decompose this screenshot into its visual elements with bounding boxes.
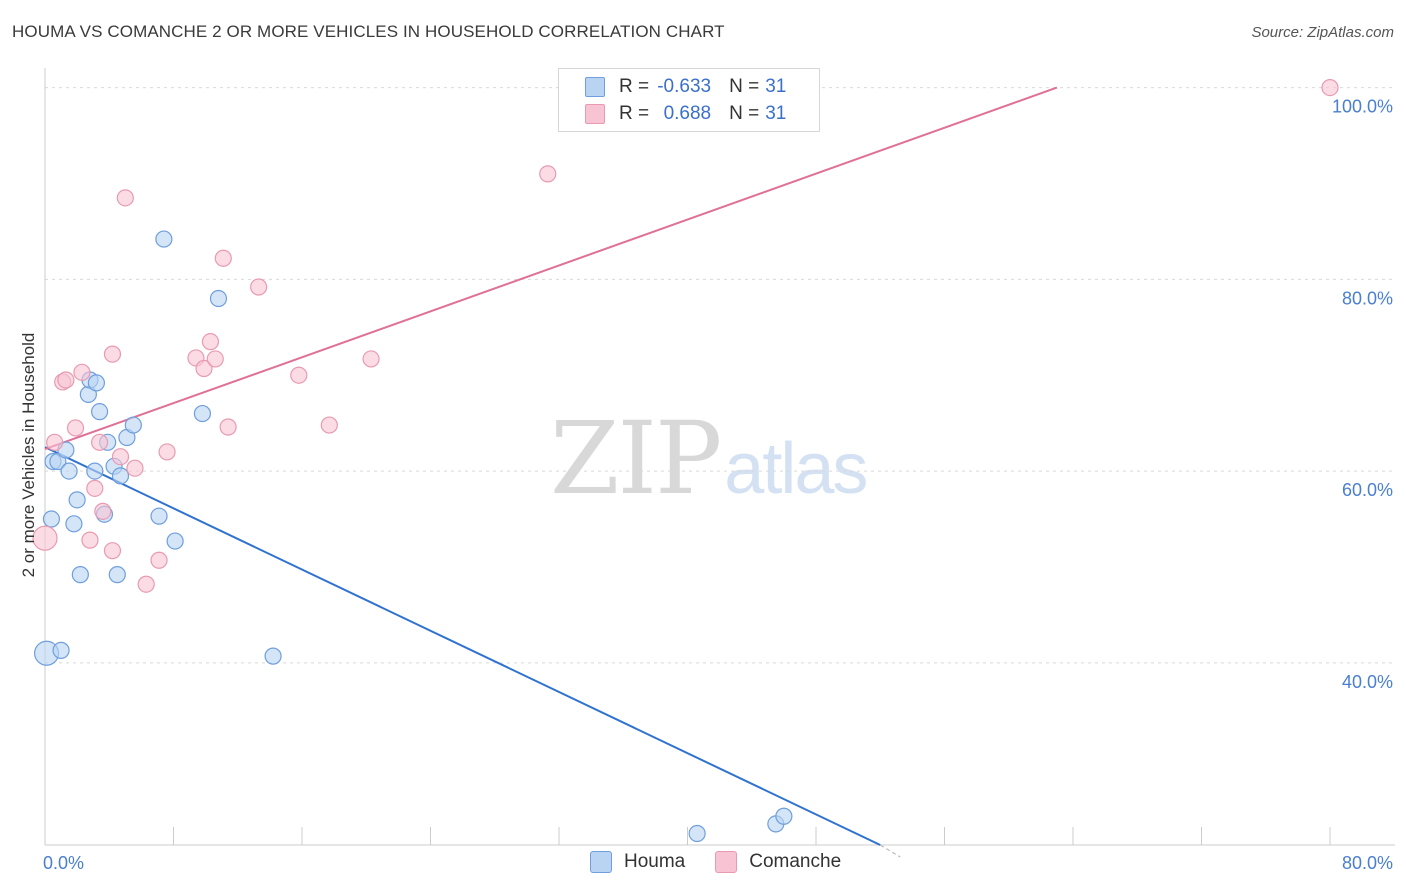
houma-r-label: R = (619, 76, 650, 97)
y-axis-label: 2 or more Vehicles in Household (19, 333, 38, 578)
houma-trend-extension (879, 844, 901, 858)
axes (44, 68, 1395, 846)
houma-point (264, 647, 282, 665)
comanche-r-label: R = (619, 103, 650, 124)
comanche-point (137, 575, 155, 593)
legend-item-comanche[interactable]: Comanche (715, 851, 841, 873)
comanche-point (206, 350, 224, 368)
comanche-point (91, 433, 109, 451)
comanche-point (219, 418, 237, 436)
data-points (32, 78, 1339, 843)
series-legend: Houma Comanche (590, 851, 871, 873)
gridlines (45, 87, 1395, 664)
houma-point (209, 289, 228, 308)
comanche-point (57, 371, 75, 389)
comanche-point (214, 249, 232, 267)
comanche-point (116, 189, 134, 207)
houma-point (124, 416, 142, 434)
houma-point (52, 641, 70, 659)
houma-point (65, 515, 83, 533)
houma-r-value: -0.633 (657, 76, 712, 97)
comanche-point (126, 459, 144, 477)
houma-point (108, 566, 126, 584)
legend-item-houma[interactable]: Houma (590, 851, 685, 873)
houma-legend-swatch (590, 851, 612, 873)
watermark: ZIPatlas (550, 400, 868, 517)
houma-point (60, 462, 78, 480)
comanche-point (111, 448, 130, 466)
comanche-swatch (585, 104, 605, 124)
comanche-point (103, 345, 122, 363)
comanche-point (81, 531, 99, 549)
houma-point (775, 807, 793, 825)
source-credit: Source: ZipAtlas.com (1251, 24, 1394, 41)
comanche-point (150, 551, 168, 569)
x-tick-label-min: 0.0% (43, 853, 84, 873)
houma-point (155, 230, 173, 248)
houma-point (87, 374, 106, 392)
x-tick-label-max: 80.0% (1342, 853, 1393, 873)
houma-n-value: 31 (765, 76, 787, 97)
houma-point (42, 510, 61, 528)
correlation-legend: R = -0.633 N = 31 R = 0.688 N = 31 (558, 68, 820, 132)
comanche-point (66, 419, 85, 437)
watermark-zip: ZIP (550, 400, 722, 517)
comanche-trend-line (44, 86, 1058, 450)
y-tick-label: 40.0% (1342, 672, 1393, 692)
comanche-point (362, 350, 380, 368)
comanche-point (250, 278, 268, 296)
trend-lines (44, 86, 1058, 858)
y-tick-label: 100.0% (1332, 97, 1393, 117)
houma-point (150, 507, 168, 525)
comanche-point (158, 443, 176, 461)
houma-point (193, 404, 212, 423)
comanche-point (46, 433, 64, 451)
houma-legend-label: Houma (624, 851, 686, 872)
houma-point (688, 824, 706, 843)
comanche-legend-label: Comanche (749, 851, 842, 872)
comanche-legend-swatch (715, 851, 738, 873)
houma-point (111, 467, 130, 485)
comanche-n-value: 31 (765, 103, 787, 124)
houma-point (86, 462, 104, 480)
comanche-point (195, 359, 213, 378)
comanche-point (32, 525, 58, 551)
comanche-point (201, 333, 220, 351)
houma-point (71, 566, 89, 584)
y-tick-label: 80.0% (1342, 288, 1393, 308)
houma-trend-line (44, 446, 881, 846)
chart-title: HOUMA VS COMANCHE 2 OR MORE VEHICLES IN … (12, 22, 725, 41)
comanche-n-label: N = (729, 103, 760, 124)
legend-row-houma: R = -0.633 N = 31 (585, 74, 786, 100)
comanche-point (86, 479, 104, 497)
watermark-atlas: atlas (724, 429, 868, 509)
comanche-r-value: 0.688 (663, 103, 712, 124)
houma-point (91, 403, 109, 421)
y-tick-label: 60.0% (1342, 480, 1393, 500)
houma-point (166, 532, 184, 550)
comanche-point (290, 366, 308, 384)
comanche-point (539, 165, 557, 183)
legend-row-comanche: R = 0.688 N = 31 (585, 101, 786, 127)
houma-point (68, 491, 86, 509)
comanche-point (73, 363, 91, 381)
houma-n-label: N = (729, 76, 760, 97)
comanche-point (320, 416, 338, 434)
tick-labels: 40.0% 60.0% 80.0% 100.0% 0.0% 80.0% (43, 97, 1393, 873)
comanche-point (94, 502, 112, 520)
houma-swatch (585, 77, 605, 97)
comanche-point (1321, 78, 1339, 97)
comanche-point (103, 542, 122, 560)
